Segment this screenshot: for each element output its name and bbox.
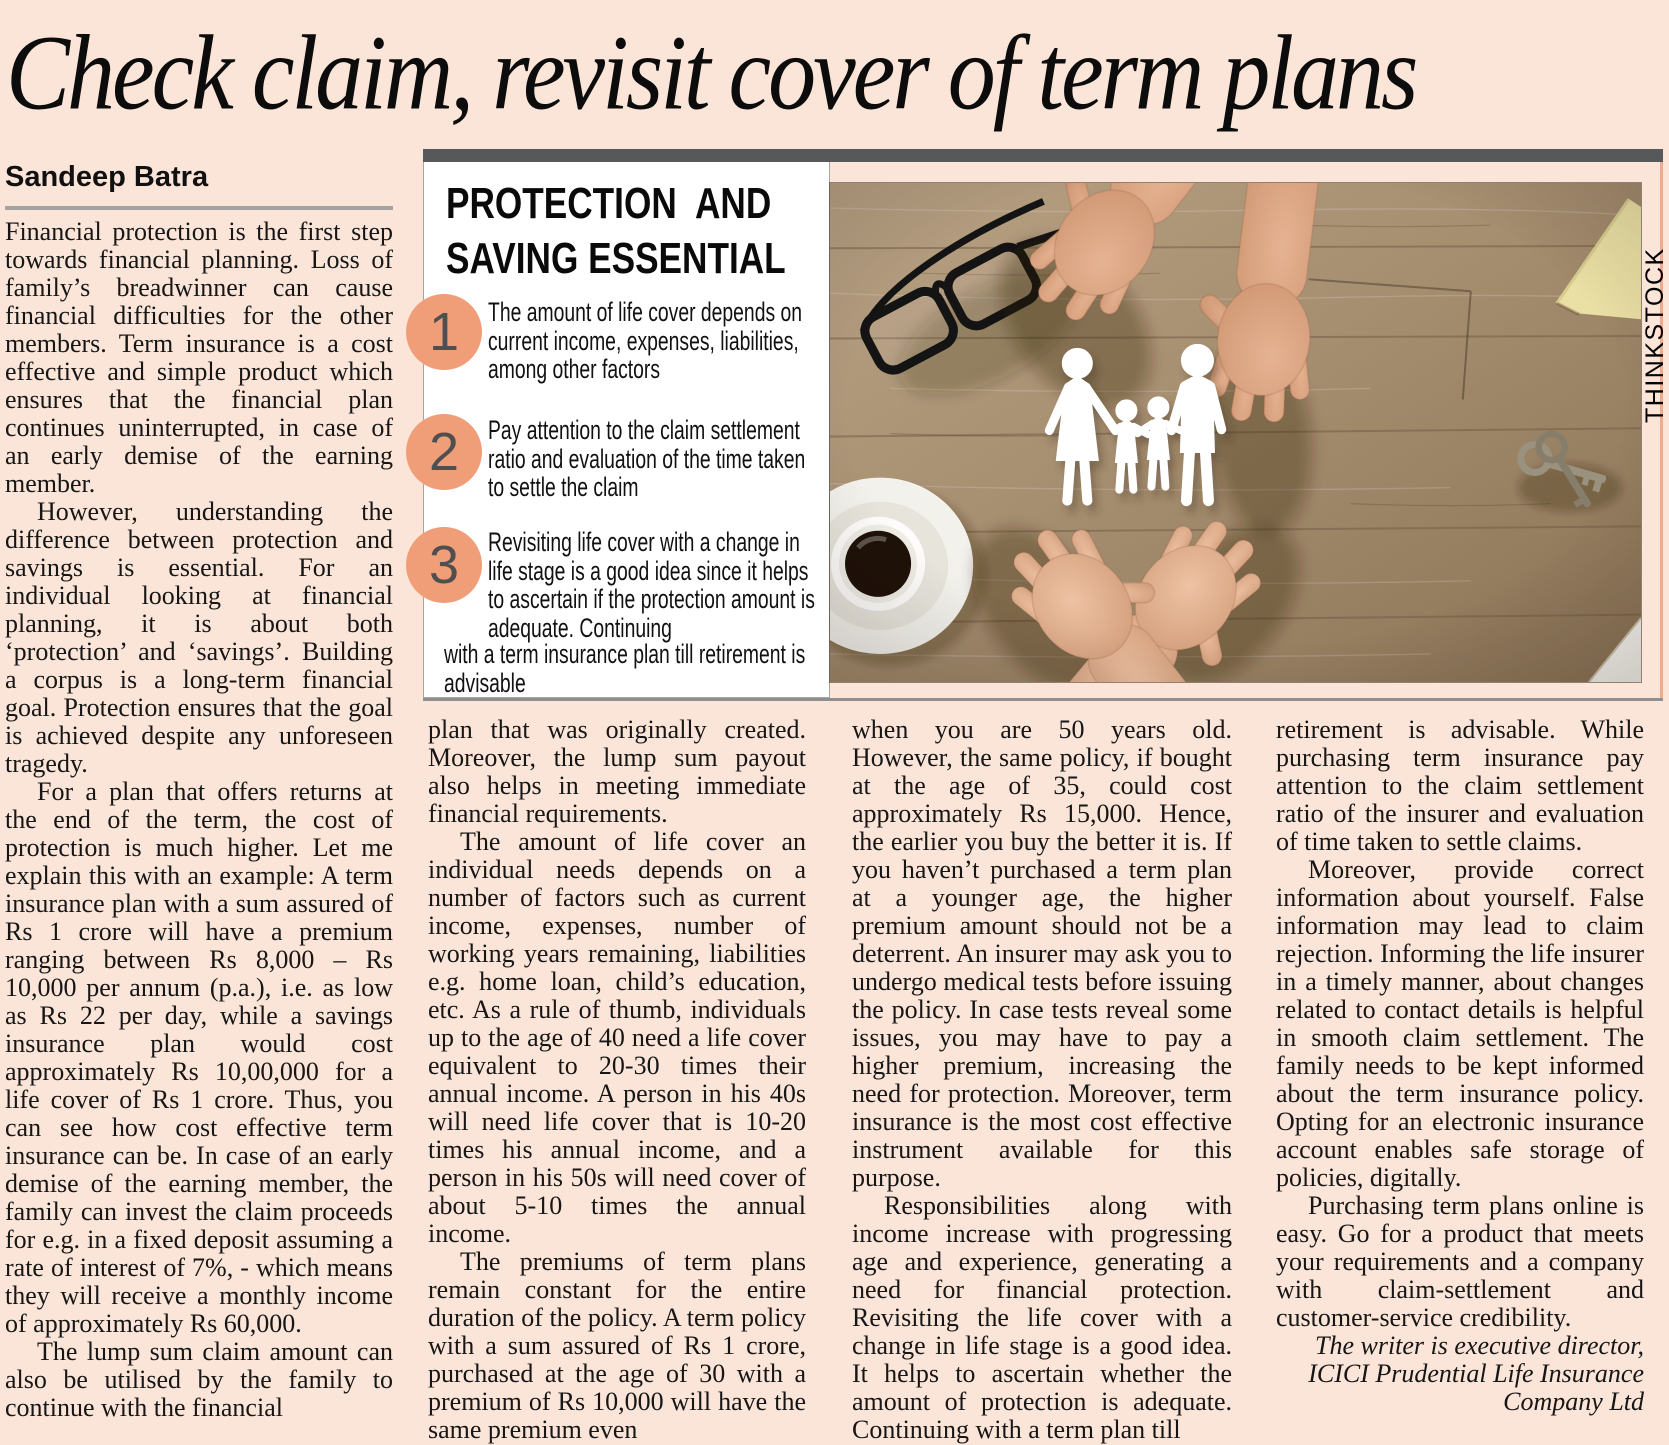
infobox-item-3: Revisiting life cover with a change in l… [488,527,815,643]
paragraph: The premiums of term plans remain consta… [428,1247,806,1444]
article-column-2: plan that was originally created. Moreov… [428,716,806,1444]
right-margin-rule [1660,162,1663,698]
paragraph: Responsibilities along with income incre… [852,1191,1232,1444]
paragraph: plan that was originally created. Moreov… [428,715,806,828]
photo-credit: THINKSTOCK [1641,247,1669,423]
paragraph: The lump sum claim amount can also be ut… [5,1337,393,1422]
infobox-number-1: 1 [406,294,482,370]
infobox-title: PROTECTION AND SAVING ESSENTIAL [446,179,786,283]
article-column-1: Financial protection is the first step t… [5,218,393,1422]
infobox-number-3: 3 [406,527,482,603]
infobox: PROTECTION AND SAVING ESSENTIAL 1 The am… [406,162,830,698]
article-column-3: when you are 50 years old. However, the … [852,716,1232,1444]
byline-block: Sandeep Batra [5,161,393,210]
headline: Check claim, revisit cover of term plans [6,12,1418,133]
infobox-number-2: 2 [406,414,482,490]
panel-bottom-rule [423,698,1663,701]
author-attribution: The writer is executive director, ICICI … [1308,1331,1644,1416]
infobox-item-2: Pay attention to the claim settlement ra… [488,415,806,502]
panel-top-bar [423,149,1663,162]
paragraph: For a plan that offers returns at the en… [5,777,393,1338]
paragraph: when you are 50 years old. However, the … [852,715,1232,1192]
infobox-item-1: The amount of life cover depends on curr… [488,297,803,384]
article-column-4: retirement is advisable. While purchasin… [1276,716,1644,1416]
infobox-item-3-continued: with a term insurance plan till retireme… [444,639,806,698]
photo-illustration [786,32,1655,806]
byline: Sandeep Batra [5,161,209,193]
paragraph: retirement is advisable. While purchasin… [1276,715,1644,856]
paragraph: Purchasing term plans online is easy. Go… [1276,1191,1644,1332]
paragraph: Moreover, provide correct information ab… [1276,855,1644,1192]
article-photo [786,32,1655,806]
vignette [830,183,1641,682]
paragraph: The amount of life cover an individual n… [428,827,806,1248]
paragraph: Financial protection is the first step t… [5,217,393,498]
paragraph: However, understanding the difference be… [5,497,393,778]
